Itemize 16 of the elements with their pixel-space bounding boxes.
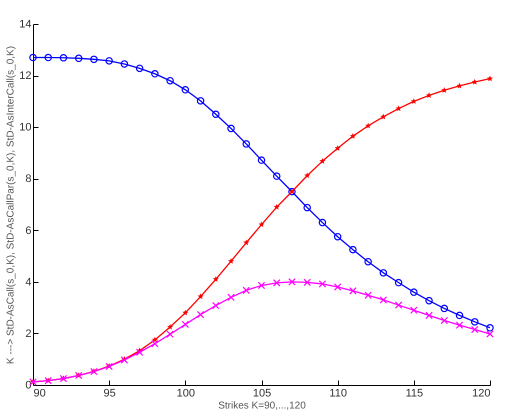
x-tick-label: 115 xyxy=(406,388,424,400)
x-axis-title: Strikes K=90,...,120 xyxy=(218,400,306,412)
y-tick-label: 4 xyxy=(25,276,32,288)
x-tick-label: 110 xyxy=(329,388,347,400)
y-tick-label: 8 xyxy=(25,173,32,186)
y-tick-label: 2 xyxy=(25,328,32,340)
y-tick-label: 12 xyxy=(19,70,32,82)
y-tick-label: 14 xyxy=(19,18,32,30)
x-tick-label: 95 xyxy=(104,388,116,400)
y-tick-label: 6 xyxy=(25,224,32,237)
y-tick-label: 10 xyxy=(19,122,32,134)
x-tick-label: 120 xyxy=(472,388,490,400)
x-tick-label: 90 xyxy=(34,388,46,400)
x-tick-label: 100 xyxy=(176,388,196,400)
y-axis-title: K ---> StD-AsCall(s_0,K), StD-AsCallPar(s_0,K), StD-AsInterCall(s_0,K) xyxy=(5,46,16,364)
x-tick-label: 105 xyxy=(252,388,272,400)
